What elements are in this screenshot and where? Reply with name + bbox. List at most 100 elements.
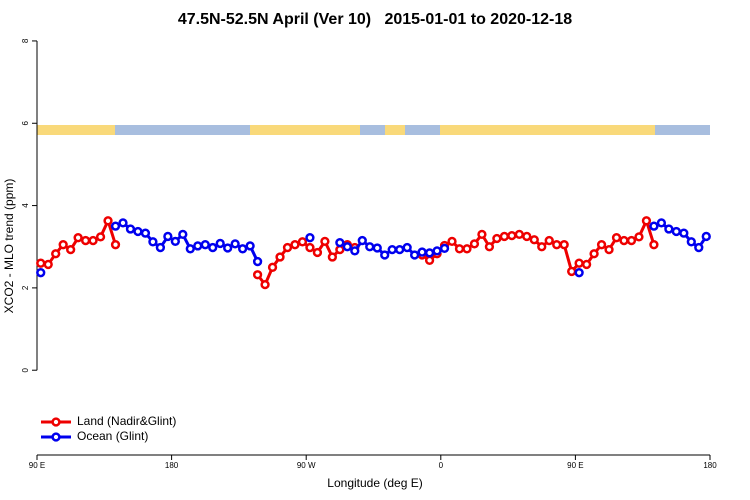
y-tick-label: 0 [21, 367, 30, 372]
data-point [559, 240, 569, 250]
data-point [596, 240, 607, 250]
data-point [80, 235, 91, 246]
data-point [701, 231, 711, 242]
y-tick-label: 4 [21, 203, 30, 208]
data-point [327, 252, 338, 262]
data-point [619, 235, 629, 246]
data-point [634, 232, 644, 242]
legend-marker [51, 432, 61, 442]
data-point [522, 231, 532, 242]
data-point [133, 226, 143, 237]
x-tick-label: 90 E [29, 461, 45, 470]
data-point [178, 229, 188, 240]
data-point [88, 235, 98, 246]
data-point [656, 218, 667, 228]
data-point [223, 243, 233, 253]
data-point [409, 250, 420, 260]
data-point [110, 240, 121, 250]
land-strip [250, 125, 360, 135]
y-tick-label: 8 [21, 38, 30, 43]
data-point [417, 247, 427, 257]
data-point [95, 232, 106, 242]
data-point [694, 242, 704, 253]
data-point [544, 235, 554, 246]
data-point [499, 231, 510, 242]
data-point [148, 237, 158, 247]
chart-title: 47.5N-52.5N April (Ver 10) 2015-01-01 to… [178, 11, 572, 28]
y-tick-label: 2 [21, 285, 30, 290]
x-tick-label: 90 W [297, 461, 316, 470]
data-point [402, 242, 412, 253]
data-point [372, 243, 382, 253]
data-point [237, 244, 248, 254]
data-point [170, 236, 180, 247]
data-point [290, 240, 300, 250]
data-point [282, 242, 293, 253]
series [36, 218, 711, 278]
data-point [297, 237, 308, 247]
data-point [357, 235, 367, 246]
data-point [200, 240, 210, 250]
land-strip [37, 125, 115, 135]
data-point [43, 259, 53, 270]
data-point [552, 240, 562, 250]
land-ocean-strip [37, 125, 710, 135]
x-axis-label: Longitude (deg E) [327, 476, 422, 490]
land-strip [385, 125, 405, 135]
data-point [208, 242, 218, 253]
data-point [260, 279, 270, 290]
data-point [679, 228, 689, 238]
data-point [432, 246, 442, 256]
data-point [140, 228, 151, 238]
data-point [604, 244, 614, 255]
x-tick-label: 180 [165, 461, 179, 470]
data-point [103, 216, 113, 226]
data-point [155, 242, 166, 253]
data-point [589, 249, 599, 259]
data-point [447, 236, 457, 247]
data-point [193, 241, 203, 251]
data-point [462, 244, 472, 254]
data-point [574, 258, 584, 268]
series [36, 216, 659, 290]
data-point [335, 237, 345, 248]
data-point [514, 229, 524, 240]
data-point [424, 255, 435, 265]
data-point [215, 238, 225, 249]
data-point [163, 231, 173, 242]
data-point [252, 256, 263, 267]
data-point [387, 244, 397, 255]
data-point [649, 221, 659, 231]
x-tick-label: 180 [703, 461, 717, 470]
data-point [245, 241, 255, 251]
data-point [664, 224, 674, 234]
data-point [671, 226, 681, 237]
x-tick-label: 0 [439, 461, 444, 470]
y-axis-label: XCO2 - MLO trend (ppm) [2, 179, 16, 314]
data-point [118, 218, 128, 228]
legend-label: Ocean (Glint) [77, 429, 148, 443]
data-point [611, 233, 622, 243]
land-strip [440, 125, 655, 135]
data-point [275, 252, 285, 262]
data-point [581, 259, 592, 270]
legend-marker [51, 417, 61, 427]
data-point [507, 230, 517, 241]
data-point [365, 242, 375, 252]
data-point [125, 224, 136, 234]
data-point [469, 239, 480, 249]
data-point [185, 244, 195, 254]
data-point [454, 244, 465, 254]
data-point [312, 247, 323, 258]
data-point [66, 244, 76, 255]
data-point [567, 266, 577, 277]
data-point [73, 233, 83, 243]
data-point [51, 249, 61, 259]
data-point [305, 233, 315, 243]
data-point [252, 270, 263, 280]
data-point [484, 242, 495, 252]
x-tick-label: 90 E [567, 461, 583, 470]
data-point [477, 229, 487, 240]
data-point [267, 262, 278, 272]
